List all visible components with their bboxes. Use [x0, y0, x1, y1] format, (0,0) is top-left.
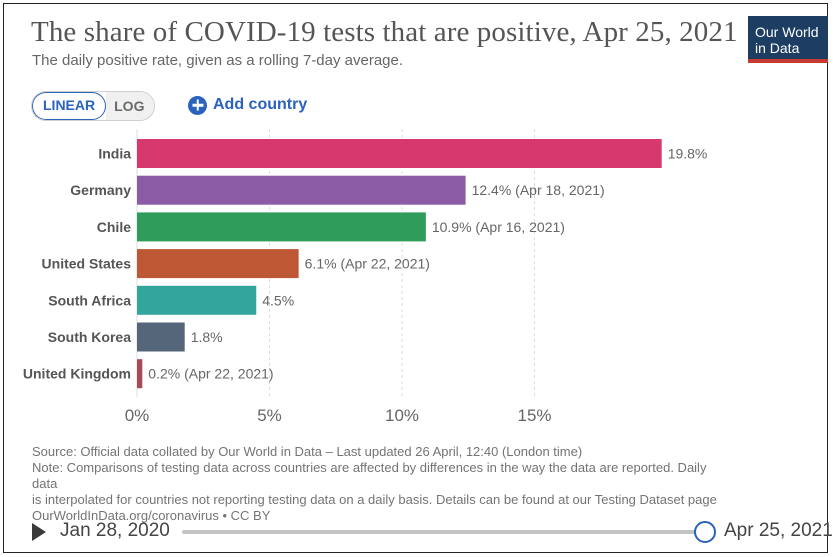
timeline-end-date: Apr 25, 2021 — [724, 520, 833, 541]
category-label: South Africa — [48, 292, 131, 308]
value-label: 0.2% (Apr 22, 2021) — [148, 366, 273, 382]
bar-chart: India 19.8% Germany 12.4% (Apr 18, 2021) Chi… — [23, 129, 708, 425]
bar-india — [137, 139, 662, 168]
timeline-track[interactable] — [182, 530, 704, 534]
logo-line-2: in Data — [755, 40, 800, 56]
bar-chile — [137, 212, 426, 242]
value-label: 1.8% — [191, 329, 223, 345]
value-label: 12.4% (Apr 18, 2021) — [472, 182, 605, 198]
category-label: United States — [42, 256, 132, 272]
category-label: United Kingdom — [23, 366, 131, 382]
category-label: Chile — [97, 219, 131, 235]
log-scale-button[interactable]: LOG — [106, 92, 155, 120]
bar-germany — [137, 175, 466, 205]
value-label: 4.5% — [262, 292, 294, 308]
tick-label: 10% — [385, 406, 419, 425]
bar-united-states — [137, 249, 299, 279]
timeline-start-date: Jan 28, 2020 — [60, 520, 170, 541]
value-label: 10.9% (Apr 16, 2021) — [432, 219, 565, 235]
play-icon[interactable] — [32, 523, 46, 541]
add-country-label: Add country — [213, 96, 308, 113]
bar-united-kingdom — [137, 359, 143, 389]
chart-frame: The share of COVID-19 tests that are pos… — [3, 3, 833, 553]
add-country-button[interactable]: Add country — [188, 93, 307, 117]
source-note: Source: Official data collated by Our Wo… — [32, 444, 583, 459]
comparison-note-3: is interpolated for countries not report… — [32, 492, 717, 507]
comparison-note-1: Note: Comparisons of testing data across… — [32, 460, 707, 475]
bar-south-korea — [137, 322, 185, 352]
timeline-slider: Jan 28, 2020 Apr 25, 2021 — [32, 520, 833, 544]
chart-subtitle: The daily positive rate, given as a roll… — [32, 52, 404, 69]
source-link[interactable]: OurWorldInData.org/coronavirus • CC BY — [32, 508, 271, 523]
value-label: 6.1% (Apr 22, 2021) — [305, 256, 430, 272]
plus-circle-icon — [188, 95, 207, 115]
value-label: 19.8% — [668, 146, 708, 162]
tick-label: 5% — [257, 406, 282, 425]
tick-label: 0% — [125, 406, 150, 425]
chart-notes: Source: Official data collated by Our Wo… — [32, 444, 822, 524]
bar-south-africa — [137, 285, 257, 315]
linear-scale-button[interactable]: LINEAR — [32, 92, 107, 120]
owid-logo[interactable]: Our World in Data — [748, 16, 828, 63]
tick-label: 15% — [517, 406, 551, 425]
category-label: South Korea — [48, 329, 131, 345]
timeline-handle[interactable] — [694, 521, 716, 543]
comparison-note-2: data — [32, 476, 58, 491]
chart-title: The share of COVID-19 tests that are pos… — [31, 16, 738, 48]
category-label: Germany — [70, 182, 131, 198]
logo-line-1: Our World — [755, 24, 819, 40]
scale-toggle: LINEAR LOG — [31, 91, 156, 121]
category-label: India — [98, 146, 131, 162]
